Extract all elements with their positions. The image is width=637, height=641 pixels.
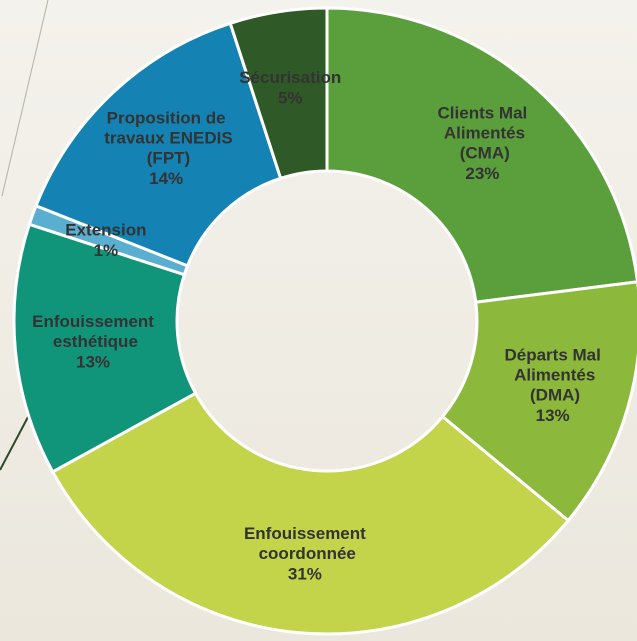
- slice-value-label: 13%: [76, 353, 110, 372]
- label-line: Proposition de: [107, 109, 226, 128]
- label-line: Alimentés: [510, 366, 595, 385]
- label-line: Enfouissement: [32, 313, 154, 332]
- label-line: Sécurisation: [239, 68, 341, 87]
- label-line: Alimentés: [440, 124, 525, 143]
- slice-label: Départs Mal Alimentés (DMA): [504, 346, 600, 405]
- label-line: Enfouissement: [244, 524, 366, 543]
- label-line: Départs Mal: [504, 346, 600, 365]
- slice-value-label: 31%: [288, 564, 322, 583]
- donut-slice: [325, 6, 637, 304]
- slice-label: Enfouissement coordonnée: [244, 524, 366, 563]
- slice-value-label: 23%: [465, 164, 499, 183]
- slice-value-label: 1%: [94, 241, 119, 260]
- donut-slice: [440, 280, 637, 523]
- slice-label: Proposition de travaux ENEDIS (FPT): [100, 109, 233, 168]
- slice-value-label: 13%: [536, 406, 570, 425]
- donut-slice: [50, 391, 571, 636]
- donut-slice: [12, 222, 198, 474]
- label-line: esthétique: [48, 333, 138, 352]
- slice-label: Clients Mal Alimentés (CMA): [438, 104, 528, 163]
- slice-label: Enfouissement esthétique: [32, 313, 154, 352]
- donut-slice: [34, 21, 283, 268]
- label-line: (CMA): [455, 144, 510, 163]
- label-line: Clients Mal: [438, 104, 528, 123]
- slice-value-label: 5%: [278, 88, 303, 107]
- slice-label: Extension: [65, 221, 146, 240]
- label-line: Extension: [65, 221, 146, 240]
- slice-value-label: 14%: [149, 169, 183, 188]
- slice-label: Sécurisation: [239, 68, 341, 87]
- decor-line: [1, 0, 49, 197]
- label-line: (DMA): [525, 386, 580, 405]
- label-line: (FPT): [142, 149, 190, 168]
- donut-slice: [228, 6, 329, 181]
- label-line: coordonnée: [254, 544, 356, 563]
- label-line: travaux ENEDIS: [100, 129, 233, 148]
